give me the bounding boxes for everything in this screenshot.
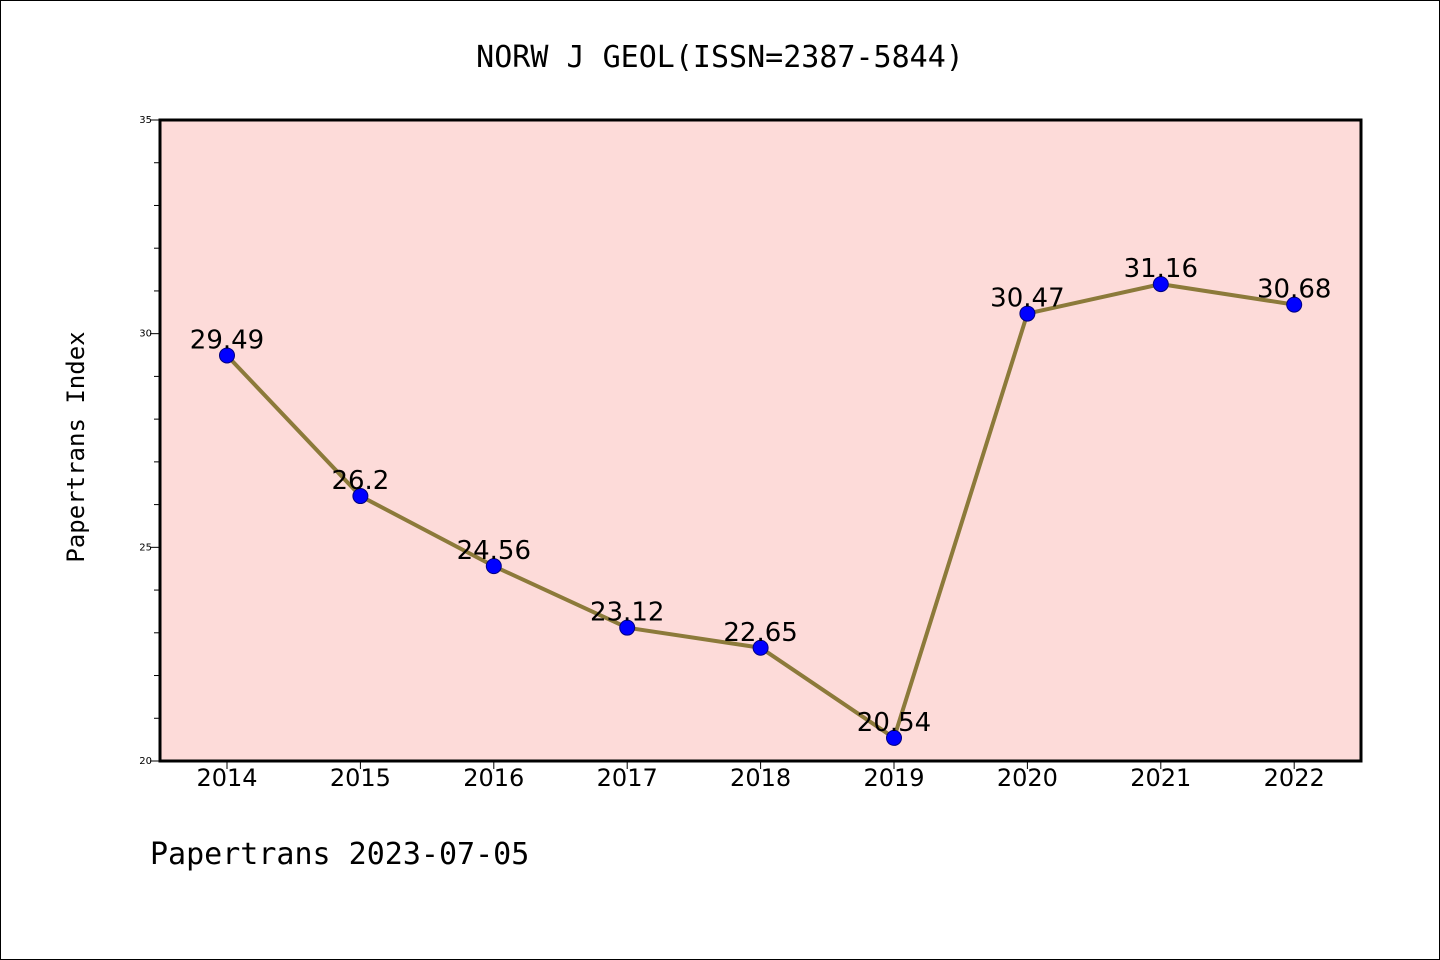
data-point <box>619 619 636 636</box>
data-point <box>485 558 502 575</box>
x-tick-label: 2017 <box>597 764 658 792</box>
y-tick-label: 20 <box>139 756 152 767</box>
footer-source-date: Papertrans 2023-07-05 <box>150 837 529 872</box>
data-label: 22.65 <box>723 618 797 648</box>
x-tick-label: 2018 <box>730 764 791 792</box>
y-axis-label: Papertrans Index <box>62 331 90 562</box>
y-axis-ticks: 20 25 30 35 <box>139 115 160 767</box>
y-tick-label: 35 <box>139 115 152 126</box>
y-tick-label: 25 <box>139 542 152 553</box>
data-label: 31.16 <box>1124 254 1198 284</box>
data-point <box>886 729 902 746</box>
data-label: 26.2 <box>331 466 389 496</box>
x-tick-label: 2022 <box>1264 764 1325 792</box>
data-label: 30.68 <box>1257 275 1331 305</box>
y-tick-label: 30 <box>139 329 152 340</box>
data-point <box>1286 296 1303 313</box>
data-label: 20.54 <box>857 708 931 738</box>
data-label: 30.47 <box>990 284 1064 314</box>
data-point <box>219 347 235 364</box>
data-label: 29.49 <box>190 325 264 355</box>
data-label: 24.56 <box>457 536 531 566</box>
data-point <box>1152 276 1169 293</box>
data-labels: 29.49 26.2 24.56 23.12 22.65 20.54 30.47 31.16 3… <box>190 254 1332 738</box>
x-tick-label: 2015 <box>330 764 391 792</box>
x-tick-label: 2019 <box>863 764 924 792</box>
data-label: 23.12 <box>590 598 664 628</box>
x-tick-label: 2021 <box>1130 764 1191 792</box>
x-tick-label: 2020 <box>997 764 1058 792</box>
chart-title: NORW J GEOL(ISSN=2387-5844) <box>476 40 964 75</box>
x-tick-label: 2016 <box>463 764 524 792</box>
x-tick-label: 2014 <box>196 764 257 792</box>
series-index <box>219 276 1303 746</box>
data-point <box>752 639 769 656</box>
plot-area <box>158 118 1363 763</box>
x-axis-ticks: 2014 2015 2016 2017 2018 2019 2020 2021 2022 <box>196 761 1325 792</box>
data-point <box>352 488 369 505</box>
data-point <box>1019 305 1036 322</box>
